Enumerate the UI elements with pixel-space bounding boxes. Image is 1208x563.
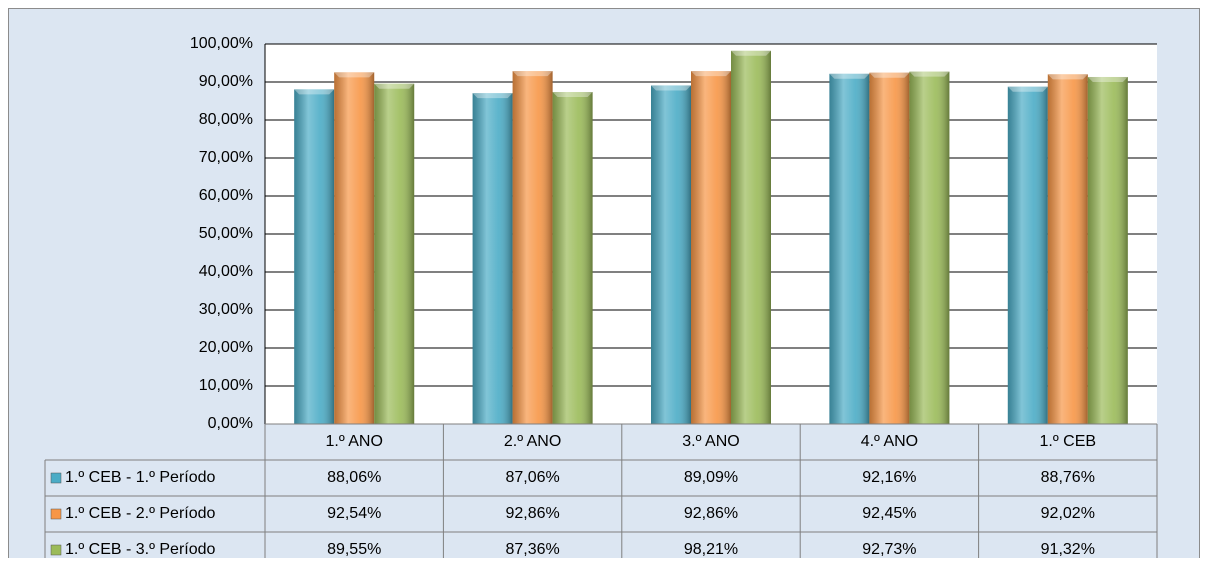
- bar-shine: [512, 71, 553, 424]
- legend-key: [50, 472, 62, 484]
- y-tick-label: 50,00%: [199, 225, 253, 242]
- bar-shine: [1007, 86, 1048, 424]
- y-tick-label: 30,00%: [199, 301, 253, 318]
- data-label: 92,54%: [327, 505, 381, 522]
- bar-shine: [472, 93, 513, 424]
- y-tick-label: 10,00%: [199, 377, 253, 394]
- bar-bevel: [691, 71, 731, 77]
- y-tick-label: 60,00%: [199, 187, 253, 204]
- y-tick-label: 80,00%: [199, 111, 253, 128]
- bar-shine: [374, 83, 415, 425]
- data-label: 89,55%: [327, 541, 381, 558]
- bar-bevel: [829, 73, 870, 79]
- bar-bevel: [731, 50, 771, 56]
- data-label: 89,09%: [684, 469, 738, 486]
- data-label: 87,36%: [505, 541, 559, 558]
- data-label: 88,06%: [327, 469, 381, 486]
- bar-bevel: [1047, 74, 1088, 80]
- bar-shine: [829, 73, 870, 425]
- data-label: 98,21%: [684, 541, 738, 558]
- bar-bevel: [472, 93, 513, 99]
- bar-shine: [909, 71, 950, 424]
- bar-shine: [1087, 76, 1128, 424]
- bar-shine: [691, 71, 731, 424]
- legend-key: [50, 508, 62, 520]
- bar-bevel: [869, 72, 910, 78]
- bar-bevel: [512, 71, 553, 77]
- x-tick-label: 1.º ANO: [325, 433, 382, 450]
- x-tick-label: 1.º CEB: [1040, 433, 1097, 450]
- data-label: 92,16%: [862, 469, 916, 486]
- bar-bevel: [552, 92, 593, 98]
- bar-bevel: [909, 71, 950, 77]
- bar-shine: [869, 72, 910, 424]
- y-tick-label: 0,00%: [208, 415, 253, 432]
- data-label: 88,76%: [1041, 469, 1095, 486]
- data-label: 92,73%: [862, 541, 916, 558]
- bar-bevel: [334, 72, 375, 78]
- data-label: 92,86%: [684, 505, 738, 522]
- bar-shine: [552, 92, 593, 425]
- data-label: 92,86%: [505, 505, 559, 522]
- bar-bevel: [294, 89, 335, 95]
- bar-shine: [651, 85, 691, 424]
- data-label: 92,02%: [1041, 505, 1095, 522]
- y-tick-label: 90,00%: [199, 73, 253, 90]
- bar-shine: [334, 72, 375, 425]
- bar-shine: [731, 50, 771, 424]
- y-tick-label: 70,00%: [199, 149, 253, 166]
- y-tick-label: 40,00%: [199, 263, 253, 280]
- x-tick-label: 2.º ANO: [504, 433, 561, 450]
- data-label: 87,06%: [505, 469, 559, 486]
- y-tick-label: 20,00%: [199, 339, 253, 356]
- x-tick-label: 4.º ANO: [861, 433, 918, 450]
- legend-label: 1.º CEB - 2.º Período: [65, 505, 216, 522]
- legend-label: 1.º CEB - 1.º Período: [65, 469, 216, 486]
- legend-key: [50, 544, 62, 556]
- x-tick-label: 3.º ANO: [682, 433, 739, 450]
- bar-bevel: [1007, 86, 1048, 92]
- legend-label: 1.º CEB - 3.º Período: [65, 541, 216, 558]
- data-label: 91,32%: [1041, 541, 1095, 558]
- y-tick-label: 100,00%: [190, 35, 253, 52]
- bar-bevel: [374, 83, 415, 89]
- bar-bevel: [1087, 76, 1128, 82]
- bar-shine: [294, 89, 335, 424]
- data-label: 92,45%: [862, 505, 916, 522]
- bar-bevel: [651, 85, 691, 91]
- bar-shine: [1047, 74, 1088, 424]
